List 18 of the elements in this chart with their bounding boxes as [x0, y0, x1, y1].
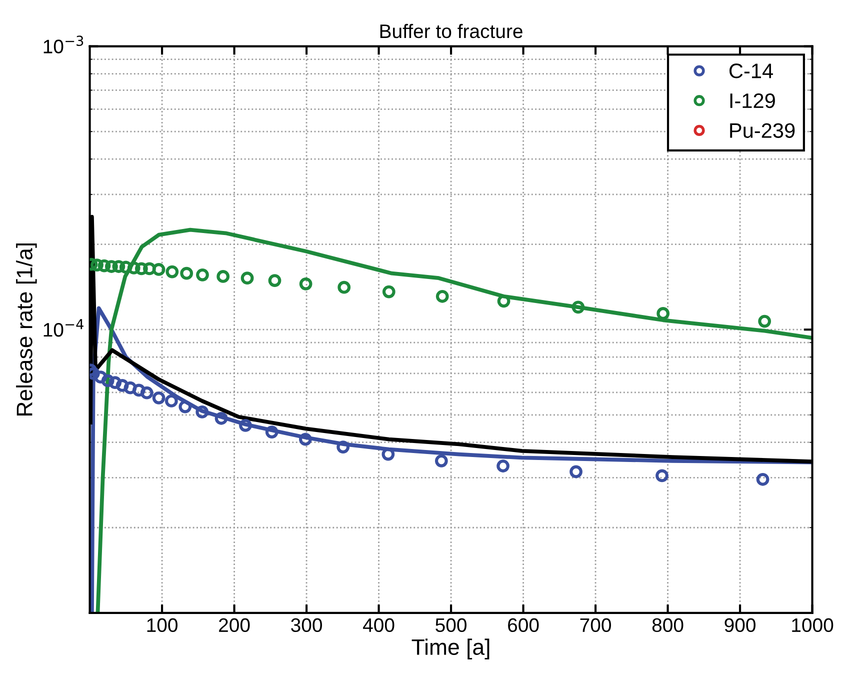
legend-label: I-129 [730, 93, 775, 108]
x-tick-label: 700 [580, 618, 611, 632]
x-tick-label: 500 [436, 618, 466, 632]
x-tick-label: 900 [724, 618, 756, 632]
chart-title: Buffer to fracture [380, 24, 522, 38]
x-tick-label: 600 [508, 618, 539, 632]
x-tick-label: 800 [652, 618, 684, 632]
x-tick-label: 200 [219, 618, 250, 632]
y-tick-label: 10$^{−4}$ [44, 319, 84, 337]
x-tick-label: 1000 [792, 618, 834, 632]
legend-label: Pu-239 [730, 123, 795, 138]
x-tick-label: 300 [291, 618, 322, 632]
y-tick-label: 10$^{−3}$ [44, 36, 84, 54]
x-tick-label: 400 [363, 618, 394, 632]
y-axis-title: Release rate [1/a] [16, 243, 37, 416]
legend-label: C-14 [729, 64, 773, 78]
x-axis-title: Time [a] [412, 638, 490, 660]
x-tick-label: 100 [147, 618, 178, 632]
